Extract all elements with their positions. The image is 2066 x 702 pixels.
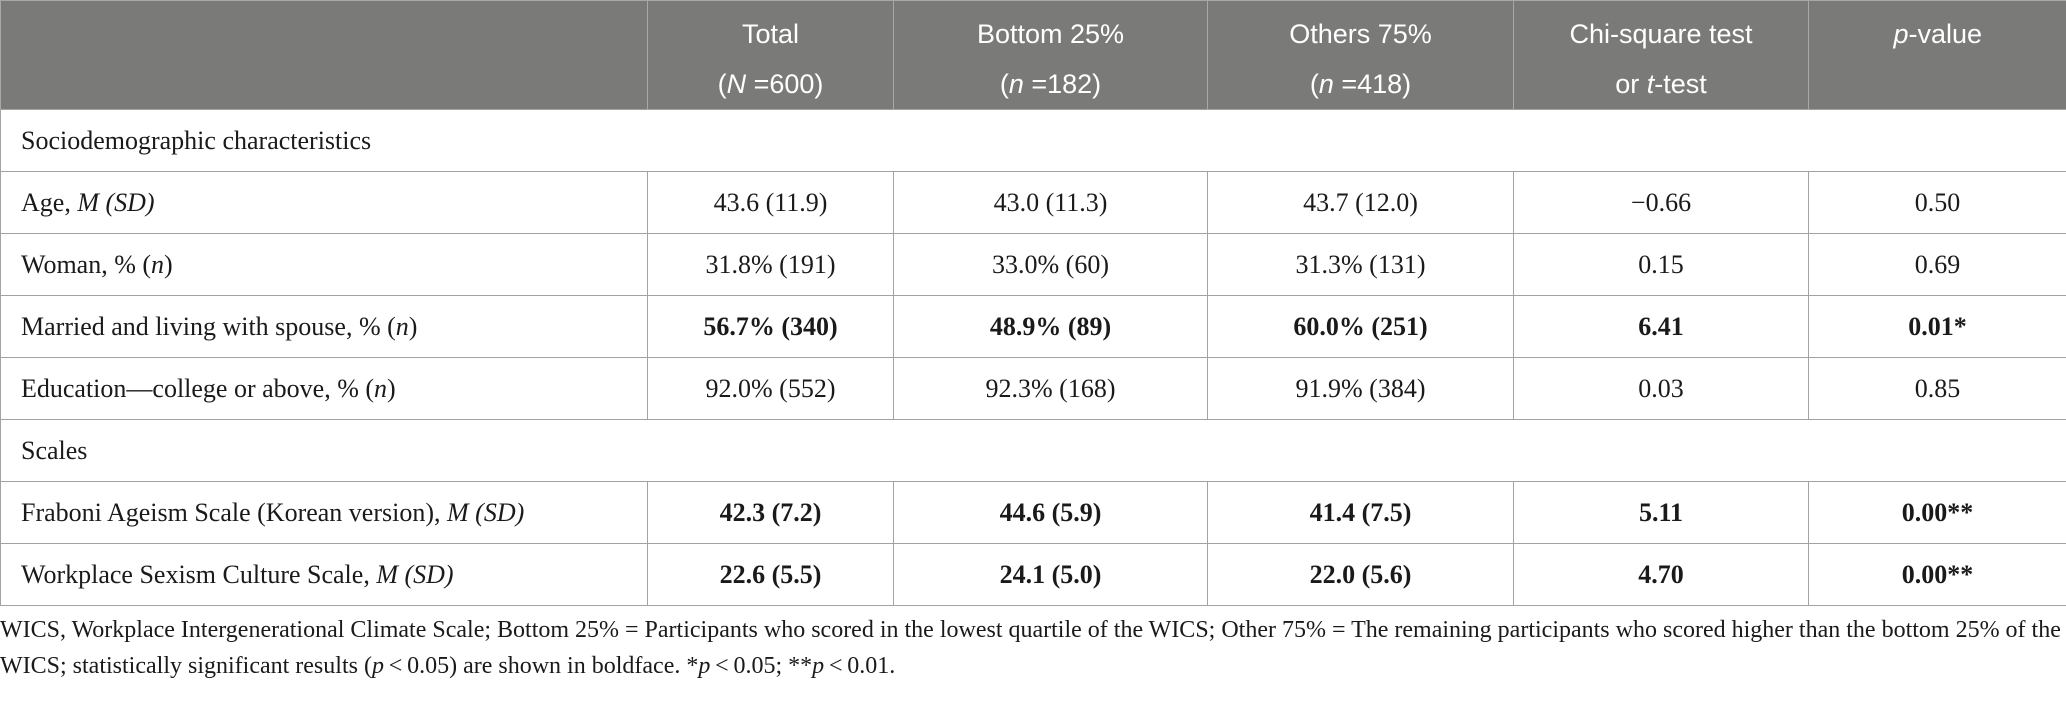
header-test-t-var: t [1646,69,1655,99]
cell-p: 0.69 [1808,233,2066,296]
footnote-p-3: p [812,653,825,679]
footnote-text-3: < 0.05; ** [710,653,813,679]
header-total: Total (N =600) [647,0,894,110]
footnote-text-1: WICS, Workplace Intergenerational Climat… [0,617,2061,679]
section-label: Sociodemographic characteristics [0,109,2066,172]
header-test-suffix: -test [1654,69,1707,99]
footnote-p-2: p [698,653,711,679]
cell-p: 0.01* [1808,295,2066,358]
row-label: Woman, % (n) [0,233,648,296]
table-row-woman: Woman, % (n) 31.8% (191) 33.0% (60) 31.3… [0,233,2066,296]
cell-others: 41.4 (7.5) [1207,481,1514,544]
header-total-title: Total [741,19,800,49]
cell-others: 22.0 (5.6) [1207,543,1514,606]
row-label: Education—college or above, % (n) [0,357,648,420]
data-table: Total (N =600) Bottom 25% (n =182) Other… [0,0,2066,606]
header-row: Total (N =600) Bottom 25% (n =182) Other… [0,0,2066,110]
cell-total: 22.6 (5.5) [647,543,894,606]
cell-bottom: 48.9% (89) [893,295,1208,358]
header-others-75: Others 75% (n =418) [1207,0,1514,110]
section-row-sociodemographic: Sociodemographic characteristics [0,109,2066,172]
cell-bottom: 92.3% (168) [893,357,1208,420]
row-label-text: Fraboni Ageism Scale (Korean version), [21,497,448,527]
cell-others: 60.0% (251) [1207,295,1514,358]
cell-bottom: 24.1 (5.0) [893,543,1208,606]
row-label-tail: ) [408,311,418,341]
cell-others: 43.7 (12.0) [1207,171,1514,234]
header-bottom-25: Bottom 25% (n =182) [893,0,1208,110]
cell-test: 6.41 [1513,295,1809,358]
header-others-n-value: =418) [1333,69,1412,99]
row-label-italic: n [151,249,165,279]
cell-total: 56.7% (340) [647,295,894,358]
cell-total: 43.6 (11.9) [647,171,894,234]
row-label-tail: ) [387,373,396,403]
footnote-text-4: < 0.01. [824,653,896,679]
row-label: Married and living with spouse, % (n) [0,295,648,358]
header-bottom-n-var: n [1008,69,1024,99]
cell-total: 92.0% (552) [647,357,894,420]
table-figure: Total (N =600) Bottom 25% (n =182) Other… [0,0,2066,684]
header-p-suffix: -value [1908,19,1983,49]
header-test-title: Chi-square test [1569,19,1753,49]
table-row-education: Education—college or above, % (n) 92.0% … [0,357,2066,420]
cell-test: −0.66 [1513,171,1809,234]
table-body: Sociodemographic characteristics Age, M … [0,109,2066,606]
row-label-italic: n [374,373,388,403]
cell-test: 0.03 [1513,357,1809,420]
header-total-n-var: N [726,69,747,99]
row-label-italic: M (SD) [77,187,155,217]
cell-bottom: 33.0% (60) [893,233,1208,296]
row-label: Age, M (SD) [0,171,648,234]
table-row-sexism: Workplace Sexism Culture Scale, M (SD) 2… [0,543,2066,606]
row-label-italic: n [395,311,409,341]
row-label-tail: ) [164,249,173,279]
footnote-p-1: p [371,653,384,679]
cell-test: 0.15 [1513,233,1809,296]
cell-total: 42.3 (7.2) [647,481,894,544]
cell-others: 91.9% (384) [1207,357,1514,420]
section-row-scales: Scales [0,419,2066,482]
cell-bottom: 44.6 (5.9) [893,481,1208,544]
header-bottom-n-value: =182) [1023,69,1102,99]
table-header: Total (N =600) Bottom 25% (n =182) Other… [0,0,2066,110]
cell-bottom: 43.0 (11.3) [893,171,1208,234]
row-label-italic: M (SD) [376,559,454,589]
row-label: Fraboni Ageism Scale (Korean version), M… [0,481,648,544]
header-test: Chi-square test or t-test [1513,0,1809,110]
row-label-italic: M (SD) [447,497,525,527]
cell-p: 0.00** [1808,543,2066,606]
cell-others: 31.3% (131) [1207,233,1514,296]
table-row-age: Age, M (SD) 43.6 (11.9) 43.0 (11.3) 43.7… [0,171,2066,234]
header-others-title: Others 75% [1289,19,1432,49]
header-total-n-value: =600) [746,69,824,99]
header-total-n-open: ( [717,69,727,99]
row-label-text: Married and living with spouse, % ( [21,311,396,341]
footnote-text-2: < 0.05) are shown in boldface. * [383,653,699,679]
header-p-var: p [1893,19,1909,49]
row-label: Workplace Sexism Culture Scale, M (SD) [0,543,648,606]
header-empty [0,0,648,110]
header-others-n-open: ( [1309,69,1319,99]
header-test-or: or [1615,69,1647,99]
row-label-text: Workplace Sexism Culture Scale, [21,559,377,589]
section-label: Scales [0,419,2066,482]
cell-test: 4.70 [1513,543,1809,606]
header-others-n-var: n [1318,69,1334,99]
table-footnote: WICS, Workplace Intergenerational Climat… [0,612,2066,684]
row-label-text: Age, [21,187,78,217]
row-label-text: Woman, % ( [21,249,152,279]
cell-p: 0.00** [1808,481,2066,544]
header-bottom-title: Bottom 25% [976,19,1125,49]
cell-test: 5.11 [1513,481,1809,544]
header-p-value: p-value [1808,0,2066,110]
row-label-text: Education—college or above, % ( [21,373,375,403]
table-row-fraboni: Fraboni Ageism Scale (Korean version), M… [0,481,2066,544]
table-row-married: Married and living with spouse, % (n) 56… [0,295,2066,358]
cell-p: 0.50 [1808,171,2066,234]
cell-total: 31.8% (191) [647,233,894,296]
header-bottom-n-open: ( [999,69,1009,99]
cell-p: 0.85 [1808,357,2066,420]
